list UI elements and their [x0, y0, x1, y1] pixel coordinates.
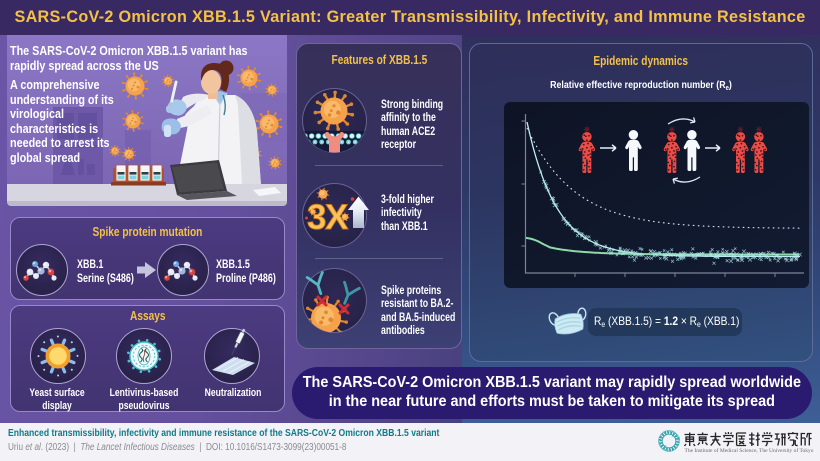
svg-text:The Institute of Medical Scien: The Institute of Medical Science, The Un…: [685, 447, 814, 454]
